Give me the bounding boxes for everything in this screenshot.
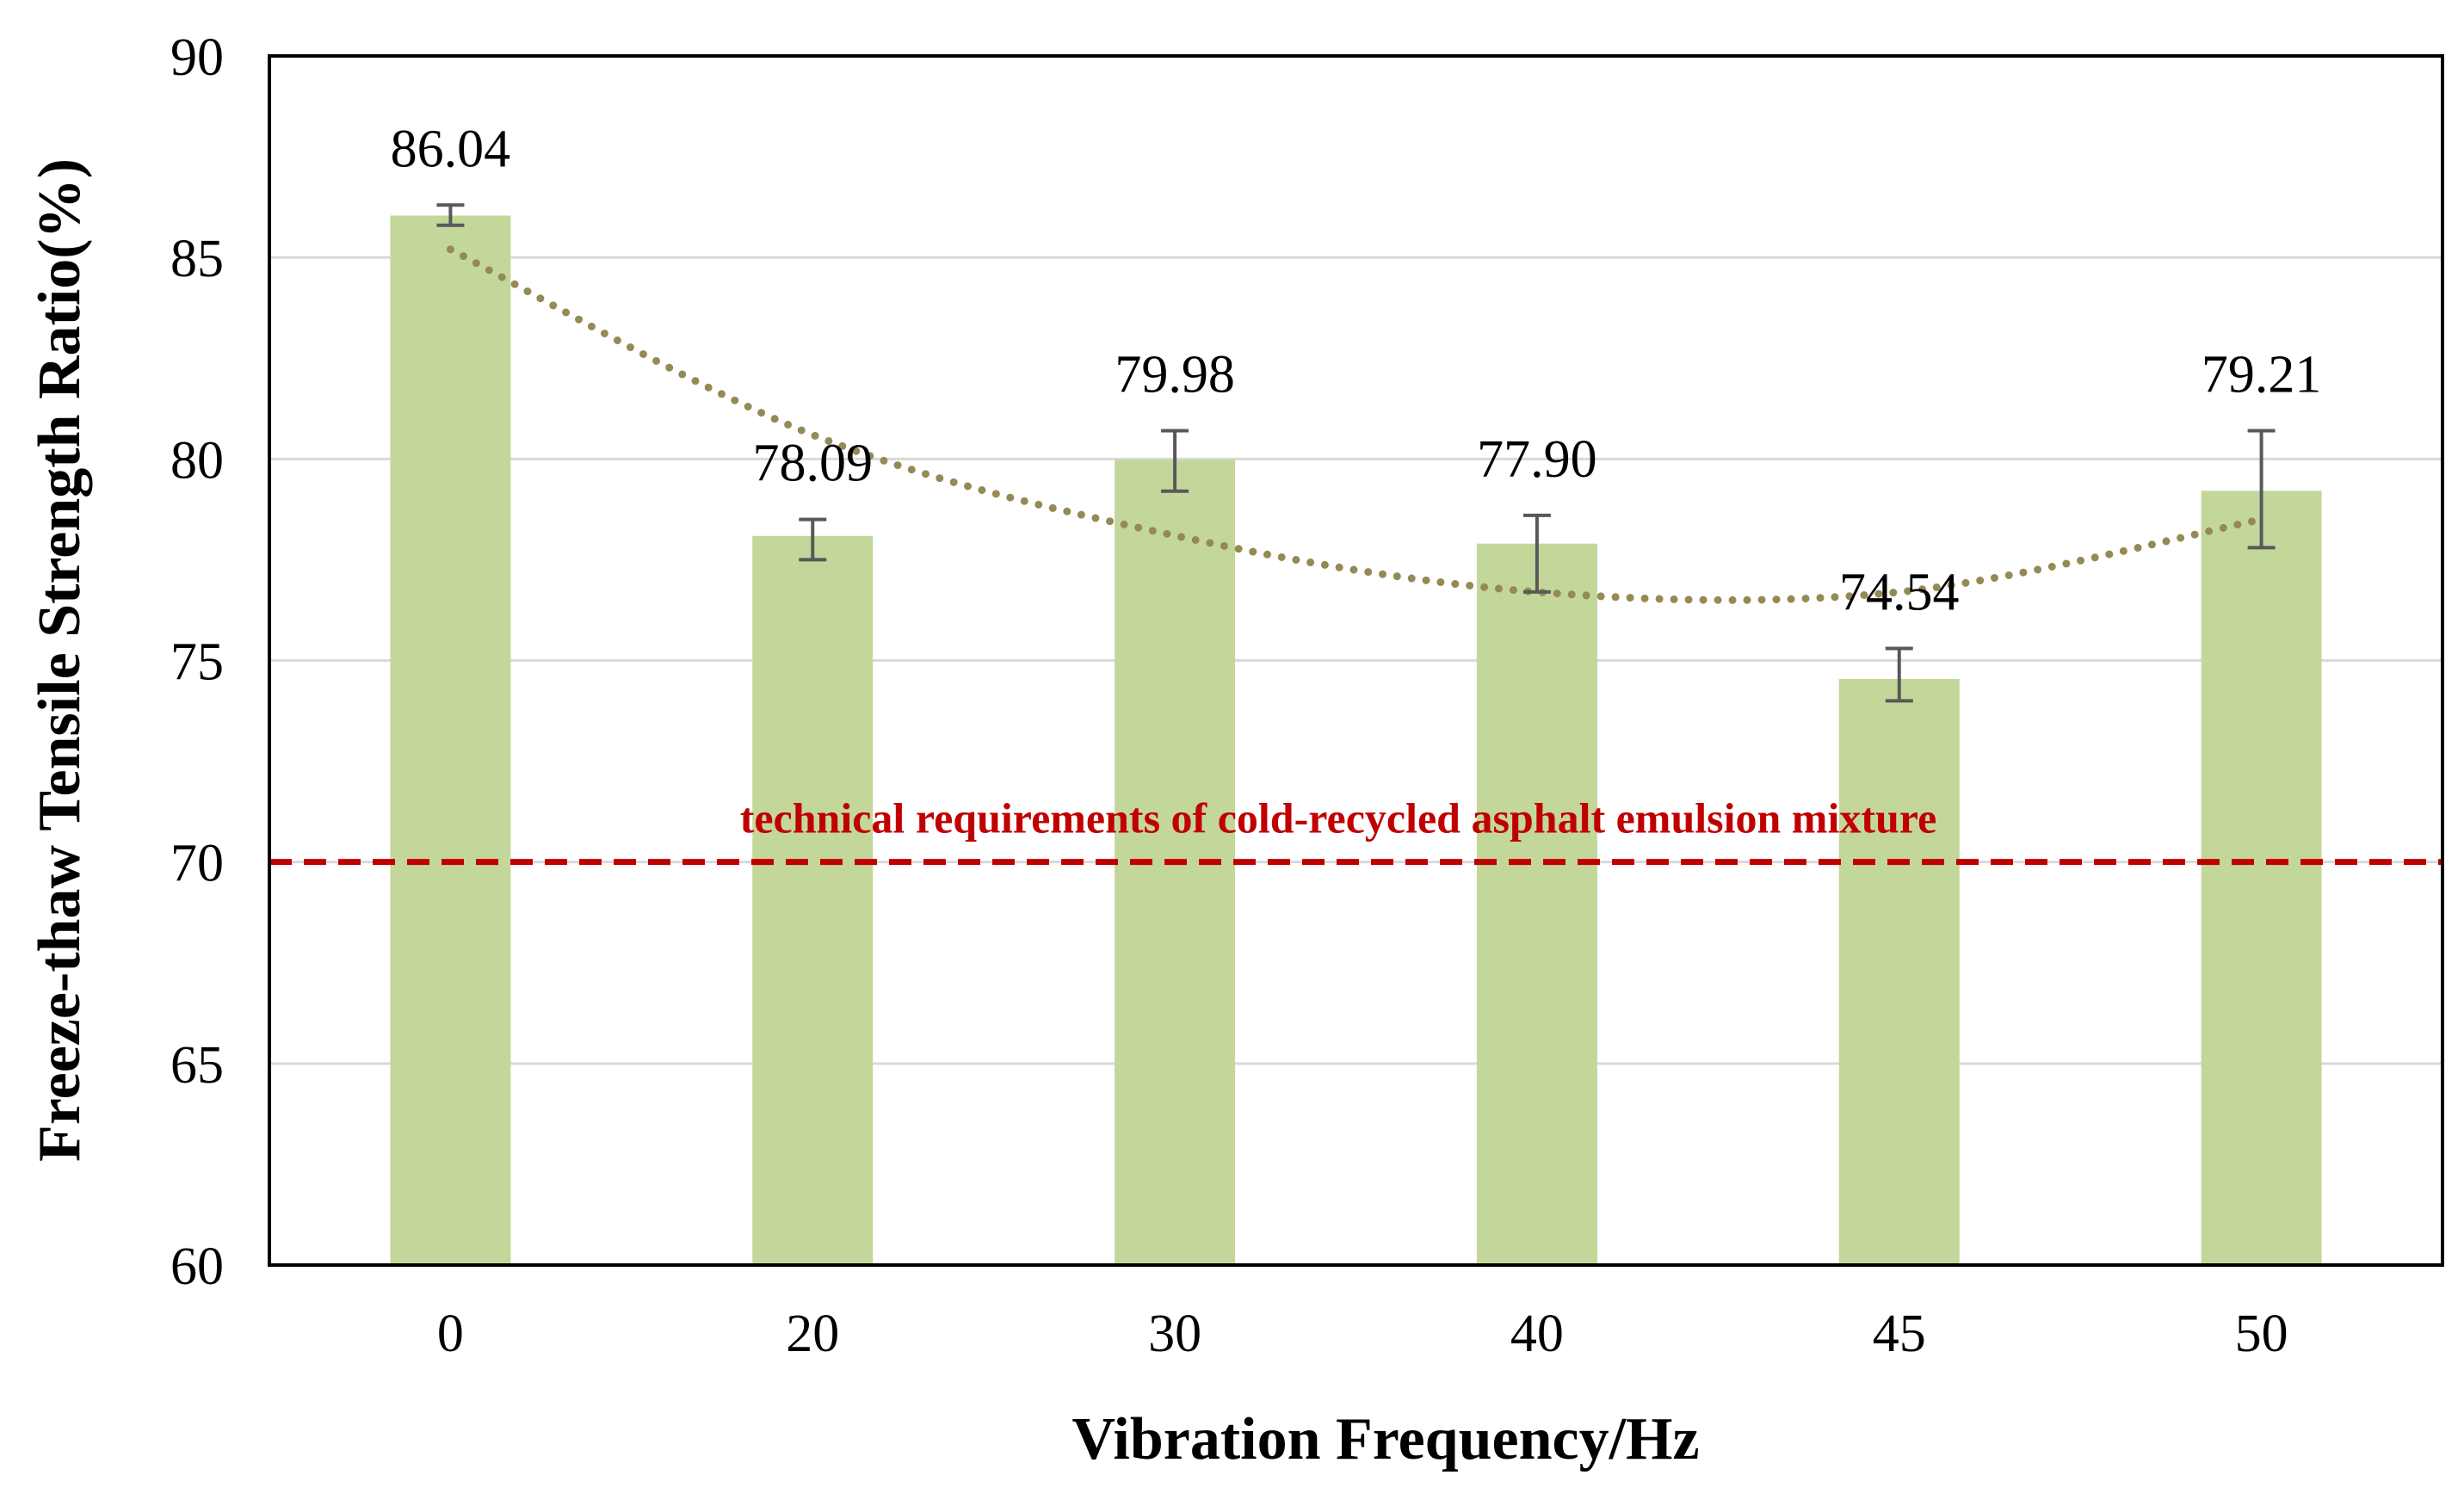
y-axis-ticks: 60 65 70 75 80 85 90 bbox=[170, 28, 224, 1296]
y-tick-label: 85 bbox=[170, 230, 224, 288]
bar bbox=[752, 535, 874, 1265]
data-label: 86.04 bbox=[391, 120, 511, 178]
x-tick-label: 0 bbox=[437, 1305, 464, 1363]
gridlines bbox=[269, 54, 2442, 1267]
x-tick-label: 50 bbox=[2235, 1305, 2288, 1363]
y-axis-title: Freeze-thaw Tensile Strength Ratio(%) bbox=[27, 158, 93, 1162]
reference-line-label: technical requirements of cold-recycled … bbox=[740, 794, 1937, 842]
y-tick-label: 65 bbox=[170, 1036, 224, 1095]
y-tick-label: 75 bbox=[170, 633, 224, 692]
data-label: 79.98 bbox=[1115, 346, 1235, 404]
data-label: 79.21 bbox=[2202, 346, 2322, 404]
bar bbox=[390, 215, 511, 1266]
data-label: 77.90 bbox=[1477, 430, 1597, 489]
trendline-group bbox=[446, 245, 2266, 604]
plot-area-border bbox=[268, 54, 2444, 1267]
x-tick-label: 30 bbox=[1148, 1305, 1201, 1363]
reference-line-group: technical requirements of cold-recycled … bbox=[269, 794, 2442, 866]
data-label: 74.54 bbox=[1839, 563, 1960, 621]
bar bbox=[1838, 679, 1960, 1265]
y-tick-label: 70 bbox=[170, 835, 224, 893]
y-tick-label: 90 bbox=[170, 28, 224, 87]
x-axis-ticks: 0 20 30 40 45 50 bbox=[437, 1305, 2288, 1363]
x-tick-label: 40 bbox=[1510, 1305, 1564, 1363]
error-bars bbox=[436, 203, 2276, 703]
bar bbox=[2201, 491, 2322, 1265]
x-axis-title: Vibration Frequency/Hz bbox=[1071, 1406, 1699, 1472]
data-label: 78.09 bbox=[753, 435, 874, 493]
data-labels: 86.04 78.09 79.98 77.90 74.54 79.21 bbox=[391, 120, 2322, 621]
trendline bbox=[446, 245, 2266, 604]
x-tick-label: 20 bbox=[786, 1305, 839, 1363]
y-tick-label: 60 bbox=[170, 1238, 224, 1296]
x-tick-label: 45 bbox=[1873, 1305, 1926, 1363]
bar bbox=[1476, 543, 1597, 1265]
y-tick-label: 80 bbox=[170, 431, 224, 490]
